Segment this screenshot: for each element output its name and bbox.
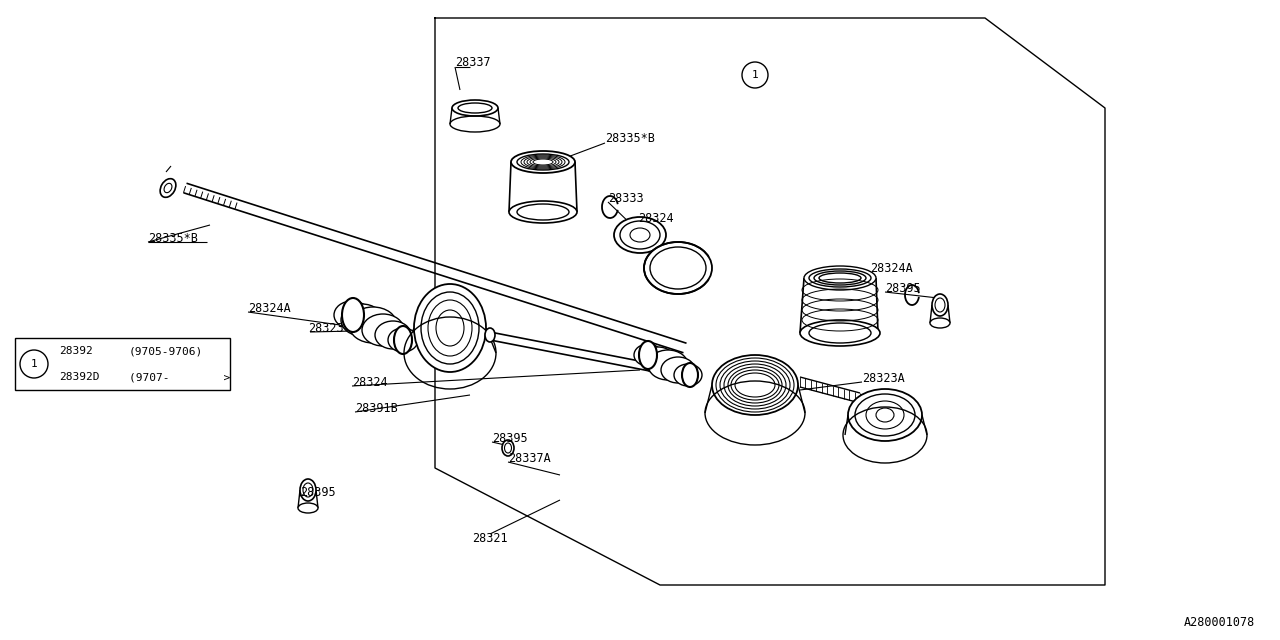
Ellipse shape [509,201,577,223]
Text: 28333: 28333 [608,191,644,205]
Ellipse shape [504,443,512,453]
Ellipse shape [342,298,364,332]
Text: 28323A: 28323A [861,371,905,385]
Ellipse shape [298,503,317,513]
Ellipse shape [532,159,553,165]
Ellipse shape [421,292,479,364]
Text: 28321: 28321 [472,531,508,545]
Text: 28324A: 28324A [248,301,291,314]
Ellipse shape [809,269,870,287]
Ellipse shape [340,304,383,336]
Text: 28335*B: 28335*B [605,131,655,145]
Ellipse shape [630,228,650,242]
Text: 28337: 28337 [454,56,490,68]
Ellipse shape [639,341,657,369]
Ellipse shape [517,154,570,170]
Ellipse shape [527,157,559,167]
Text: (9707-        >: (9707- > [129,372,230,382]
Ellipse shape [303,483,314,497]
Ellipse shape [716,358,794,412]
Ellipse shape [867,401,904,429]
Ellipse shape [731,370,780,400]
Ellipse shape [458,103,492,113]
Circle shape [742,62,768,88]
Ellipse shape [641,347,675,373]
Ellipse shape [728,367,782,403]
Text: (9705-9706): (9705-9706) [129,346,204,356]
Ellipse shape [648,350,689,380]
Ellipse shape [724,364,786,406]
Ellipse shape [644,242,712,294]
Ellipse shape [485,328,495,342]
Ellipse shape [521,155,564,169]
Ellipse shape [300,479,316,501]
Ellipse shape [413,284,486,372]
Ellipse shape [735,373,774,397]
Text: 28323: 28323 [308,321,343,335]
Ellipse shape [160,179,175,197]
Circle shape [20,350,49,378]
Text: 28324: 28324 [637,211,673,225]
Ellipse shape [511,151,575,173]
Ellipse shape [524,156,562,168]
Ellipse shape [634,344,662,366]
Ellipse shape [334,301,370,329]
Text: 28395: 28395 [884,282,920,294]
Ellipse shape [349,307,397,343]
Ellipse shape [800,320,881,346]
Bar [15,338,230,390]
Ellipse shape [530,158,556,166]
Ellipse shape [452,100,498,116]
Text: 28324: 28324 [352,376,388,388]
Ellipse shape [394,326,412,354]
Text: 1: 1 [31,359,37,369]
Text: 1: 1 [751,70,758,80]
Text: 28337A: 28337A [508,451,550,465]
Ellipse shape [362,314,404,346]
Ellipse shape [660,357,695,383]
Ellipse shape [675,364,701,386]
Text: 28392: 28392 [59,346,92,356]
Ellipse shape [849,389,922,441]
Text: 28335*B: 28335*B [148,232,198,244]
Ellipse shape [375,321,411,349]
Ellipse shape [502,440,515,456]
Text: A280001078: A280001078 [1184,616,1254,628]
Ellipse shape [614,217,666,253]
Ellipse shape [876,408,893,422]
Ellipse shape [682,363,698,387]
Ellipse shape [712,355,797,415]
Ellipse shape [931,318,950,328]
Ellipse shape [620,221,660,249]
Ellipse shape [819,273,861,283]
Ellipse shape [934,298,945,312]
Ellipse shape [428,300,472,356]
Text: 28395: 28395 [492,431,527,445]
Ellipse shape [164,183,172,193]
Ellipse shape [436,310,465,346]
Ellipse shape [855,394,915,436]
Ellipse shape [721,361,790,409]
Text: 28391B: 28391B [355,401,398,415]
Ellipse shape [814,271,867,285]
Ellipse shape [932,294,948,316]
Text: 28392D: 28392D [59,372,100,382]
Text: 28395: 28395 [300,486,335,499]
Text: 28324A: 28324A [870,262,913,275]
Ellipse shape [804,266,876,290]
Ellipse shape [388,328,419,352]
